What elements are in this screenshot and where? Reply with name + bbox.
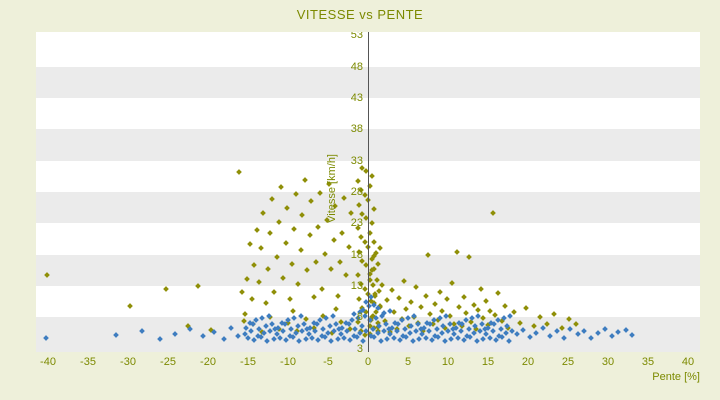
data-point (417, 303, 424, 310)
data-point (301, 177, 308, 183)
data-point (427, 311, 434, 318)
data-point (482, 298, 489, 305)
x-tick-label: -30 (120, 356, 136, 368)
y-tick-label: 43 (350, 91, 363, 104)
data-point (369, 173, 375, 180)
data-point (377, 244, 383, 251)
data-point (384, 297, 391, 303)
data-point (551, 310, 558, 317)
data-point (470, 302, 477, 308)
x-tick-label: 25 (561, 356, 575, 368)
data-point (306, 232, 313, 239)
y-axis-title: Vitesse [km/h] (326, 153, 338, 223)
data-point (241, 310, 248, 317)
data-point (396, 295, 403, 301)
y-tick-label: 23 (350, 217, 363, 230)
x-tick-label: -25 (160, 356, 176, 368)
data-point (246, 241, 253, 247)
x-tick-label: 20 (521, 356, 535, 368)
data-point (444, 296, 451, 303)
data-point (422, 292, 429, 299)
data-point (439, 307, 446, 314)
data-point (354, 177, 361, 184)
data-point (289, 307, 296, 314)
data-point (477, 285, 484, 292)
data-point (319, 286, 326, 293)
data-point (253, 226, 260, 233)
y-tick-label: 8 (356, 311, 363, 324)
data-point (461, 293, 467, 300)
y-tick-label: 33 (350, 154, 363, 167)
data-point (456, 304, 463, 311)
data-point (389, 287, 395, 293)
data-point (356, 295, 363, 302)
data-point (523, 305, 530, 311)
x-tick-label: -10 (280, 356, 296, 368)
y-tick-label: 13 (350, 280, 363, 293)
x-tick-label: 30 (601, 356, 615, 368)
data-point (126, 302, 133, 309)
data-point (297, 246, 304, 253)
data-point (369, 220, 375, 227)
data-point (282, 239, 289, 246)
x-tick-label: -35 (80, 356, 96, 368)
x-tick-label: -20 (200, 356, 216, 368)
plot-area: 3 8 13 18 23 28 33 38 43 48 53 Vitesse [km/h] (36, 32, 700, 352)
x-tick-label: 15 (481, 356, 495, 368)
x-tick-label: -40 (40, 356, 56, 368)
data-point (334, 293, 341, 299)
data-point (369, 282, 376, 289)
x-tick-label: -15 (240, 356, 256, 368)
y-tick-label: 18 (350, 248, 363, 261)
data-point (432, 300, 439, 307)
data-point (257, 244, 264, 251)
data-point (403, 305, 410, 312)
data-point (408, 299, 415, 306)
chart-title: VITESSE vs PENTE (296, 7, 424, 22)
data-point (501, 303, 508, 310)
data-point (333, 305, 339, 312)
data-point (463, 310, 470, 316)
data-point (495, 290, 502, 296)
y-tick-label: 38 (350, 123, 363, 136)
x-tick-label: 40 (681, 356, 695, 368)
data-point (236, 169, 243, 175)
x-axis-title: Pente [%] (652, 371, 700, 383)
x-axis-ticks: -40 -35 -30 -25 -20 -15 -10 -5 0 5 10 15 20 25 30 35 40 (36, 356, 700, 370)
data-point (291, 226, 298, 232)
y-tick-label: 3 (356, 342, 363, 352)
data-point (437, 288, 443, 295)
data-point (249, 296, 255, 303)
x-tick-label: 35 (641, 356, 655, 368)
x-tick-label: 10 (441, 356, 455, 368)
data-point (194, 283, 201, 289)
data-point (163, 285, 170, 292)
y-tick-label: 48 (350, 60, 363, 73)
data-point (262, 300, 269, 306)
data-point (370, 239, 377, 246)
data-point (475, 307, 482, 313)
data-point (266, 230, 273, 237)
data-point (271, 288, 278, 295)
y-axis-line (368, 32, 369, 352)
data-point (357, 234, 364, 241)
data-point (339, 229, 346, 236)
data-point (310, 293, 317, 300)
x-tick-label: -5 (323, 356, 333, 368)
data-point (315, 224, 322, 230)
data-point (330, 237, 337, 244)
data-point (239, 289, 246, 296)
y-tick-label: 53 (350, 32, 363, 42)
x-tick-label: 5 (404, 356, 412, 368)
data-point (277, 184, 284, 190)
y-tick-label: 28 (350, 186, 363, 198)
data-point (286, 295, 293, 302)
x-tick-label: 0 (364, 356, 372, 368)
